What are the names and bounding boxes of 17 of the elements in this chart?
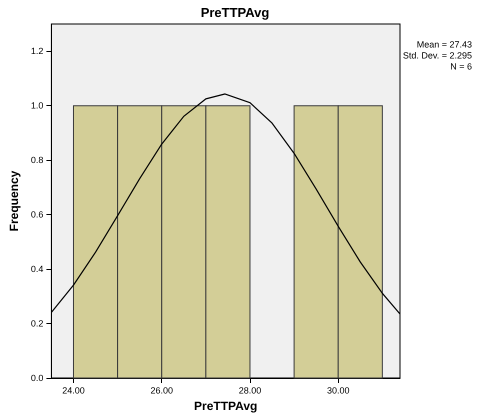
chart-title: PreTTPAvg [200,5,270,20]
y-tick-label: 0.0 [30,373,44,383]
y-tick-label: 0.6 [30,210,44,220]
y-tick-label: 0.4 [30,264,44,274]
x-tick-label: 30.00 [326,386,350,396]
text: Std. Dev. = 2.295 [402,50,472,60]
y-tick-label: 1.2 [30,46,44,56]
text: N = 6 [450,62,472,72]
text: Mean = 27.43 [416,40,472,50]
x-tick-label: 26.00 [150,386,173,396]
x-tick-label: 24.00 [62,386,85,396]
y-tick-label: 0.8 [30,155,44,166]
y-axis-title: Frequency [7,170,21,232]
x-tick-label: 28.00 [238,386,262,396]
x-axis-title: PreTTPAvg [194,399,258,413]
y-tick-label: 1.0 [30,100,44,111]
y-tick-label: 0.2 [30,318,44,329]
